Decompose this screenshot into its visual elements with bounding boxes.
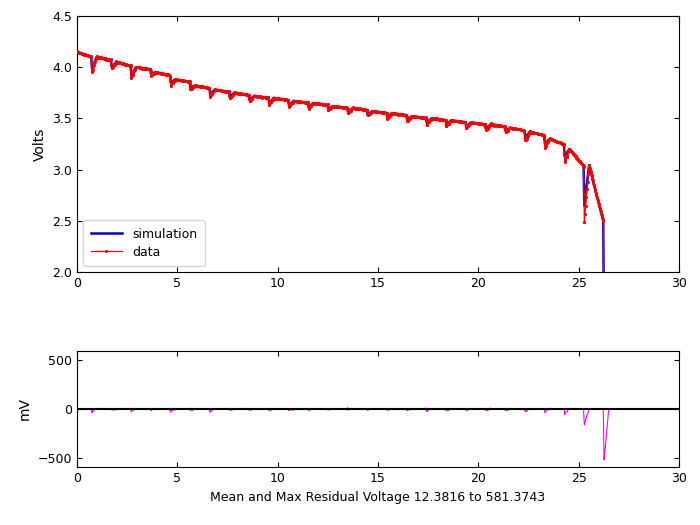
X-axis label: Mean and Max Residual Voltage 12.3816 to 581.3743: Mean and Max Residual Voltage 12.3816 to… <box>211 491 545 503</box>
Legend: simulation, data: simulation, data <box>83 220 204 266</box>
data <box>488 121 496 128</box>
data <box>605 347 613 353</box>
simulation <box>590 183 598 190</box>
data <box>211 87 219 93</box>
simulation <box>211 87 219 93</box>
data <box>73 48 81 54</box>
Line: simulation: simulation <box>77 51 609 350</box>
simulation <box>230 90 239 96</box>
data <box>590 183 598 190</box>
data <box>230 89 239 96</box>
Y-axis label: Volts: Volts <box>33 128 47 161</box>
data <box>383 116 391 122</box>
simulation <box>383 114 391 121</box>
simulation <box>605 347 613 353</box>
simulation <box>600 347 608 353</box>
simulation <box>488 122 496 128</box>
simulation <box>73 48 81 55</box>
Line: data: data <box>76 49 610 406</box>
simulation <box>477 121 486 127</box>
Y-axis label: mV: mV <box>18 397 32 421</box>
data <box>477 121 486 127</box>
data <box>600 401 608 407</box>
